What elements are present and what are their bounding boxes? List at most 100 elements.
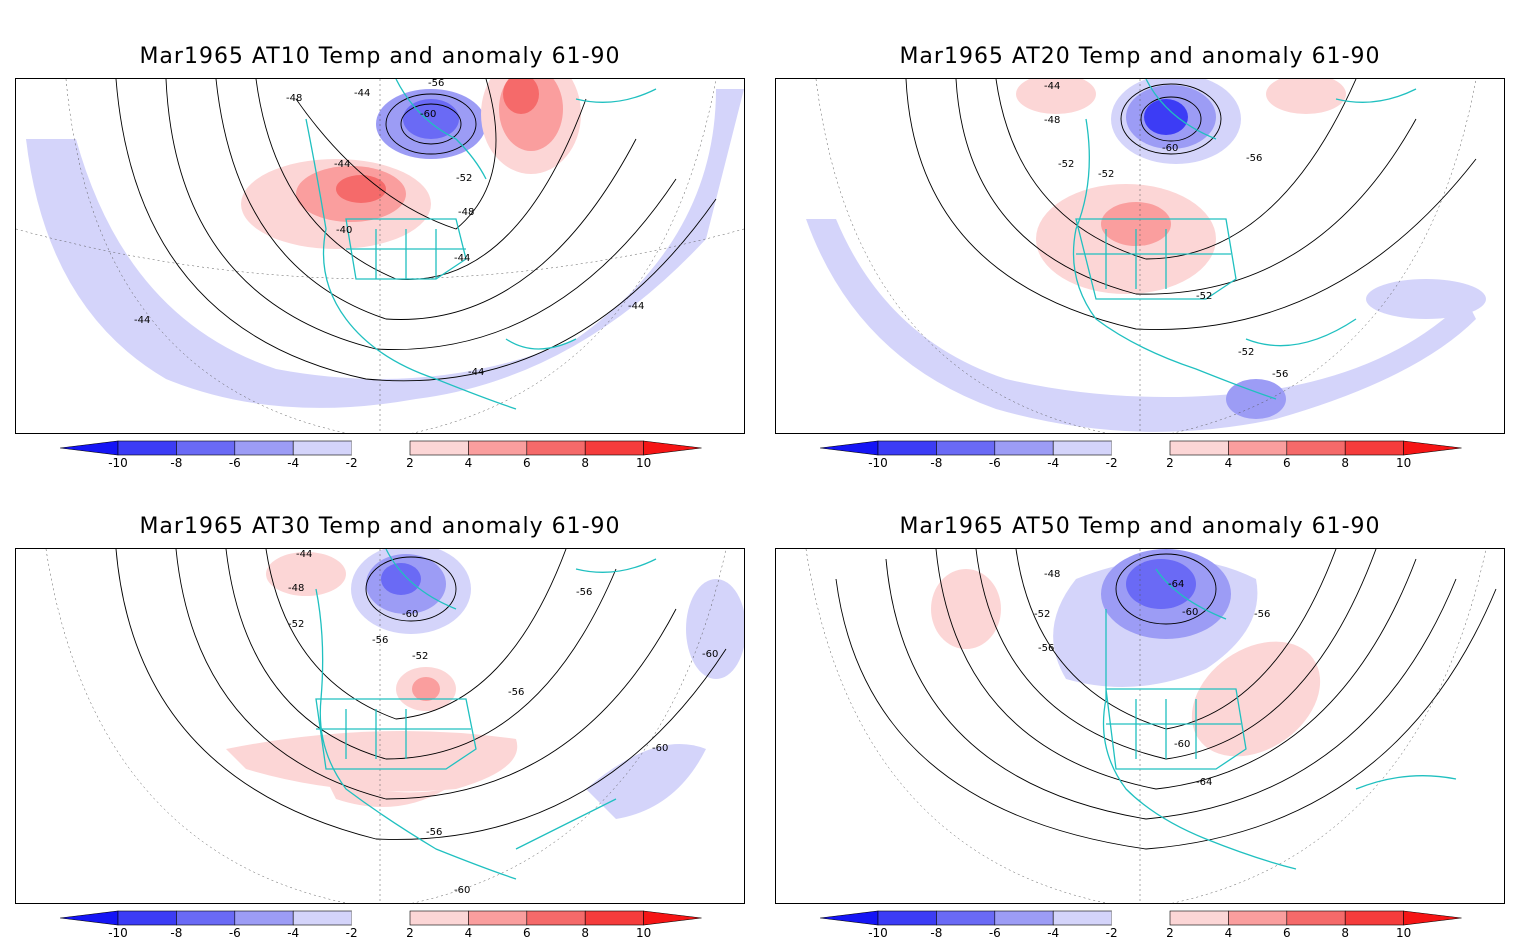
colorbar-segment xyxy=(936,910,996,926)
contour-label: -52 xyxy=(1196,291,1212,302)
colorbar-segment xyxy=(468,440,528,456)
colorbar-segment xyxy=(1344,910,1404,926)
panel-title: Mar1965 AT30 Temp and anomaly 61-90 xyxy=(139,514,621,539)
colorbar-tick-label: 2 xyxy=(406,926,414,940)
contour-label: -64 xyxy=(1168,579,1184,590)
colorbar-tick-label: -4 xyxy=(1047,926,1060,940)
colorbar-segment xyxy=(936,440,996,456)
colorbar-segment xyxy=(117,440,177,456)
anomaly-negative-ring xyxy=(806,219,1476,432)
colorbar-segment xyxy=(234,440,294,456)
colorbar: -10 -8 -6 -4 -2 2 4 6 8 10 xyxy=(819,910,1462,940)
colorbar-segment xyxy=(1344,440,1404,456)
colorbar-tick-label: -6 xyxy=(988,926,1001,940)
contour-label: -64 xyxy=(1196,777,1212,788)
contour-label: -44 xyxy=(134,315,150,326)
contour-label: -52 xyxy=(288,619,304,630)
contour-label: -48 xyxy=(288,583,304,594)
colorbar-tick-label: 2 xyxy=(1166,926,1174,940)
colorbar-arrow-left xyxy=(59,910,119,926)
colorbar-arrow-left xyxy=(819,440,879,456)
contour-label: -52 xyxy=(1034,609,1050,620)
contour-label: -52 xyxy=(1058,159,1074,170)
colorbar-arrow-right xyxy=(643,910,702,926)
contour-label: -44 xyxy=(454,253,470,264)
panel-at30: Mar1965 AT30 Temp and anomaly 61-90 xyxy=(0,470,760,940)
colorbar-segment xyxy=(1228,440,1288,456)
colorbar-segment xyxy=(1286,910,1346,926)
colorbar-segment xyxy=(877,910,937,926)
colorbar-segment xyxy=(1169,910,1229,926)
contour-label: -52 xyxy=(1098,169,1114,180)
colorbar-tick-label: 8 xyxy=(581,456,590,470)
colorbar-segment xyxy=(176,910,236,926)
contour-label: -40 xyxy=(336,225,352,236)
colorbar-tick-label: 6 xyxy=(522,926,531,940)
colorbar-tick-label: -4 xyxy=(287,456,300,470)
colorbar-arrow-right xyxy=(1403,440,1462,456)
colorbar-tick-label: -10 xyxy=(868,456,888,470)
map-area: -44 -48 -60 -52 -56 -52 -52 -52 -56 xyxy=(775,78,1505,434)
contour-label: -52 xyxy=(412,651,428,662)
colorbar-segment xyxy=(584,440,644,456)
colorbar-segment xyxy=(117,910,177,926)
colorbar-tick-label: -2 xyxy=(1105,926,1118,940)
contour-label: -52 xyxy=(1238,347,1254,358)
colorbar-tick-label: 10 xyxy=(1395,456,1412,470)
panel-at10: Mar1965 AT10 Temp and anomaly 61-90 xyxy=(0,0,760,470)
contour-label: -60 xyxy=(402,609,418,620)
colorbar-tick-label: 10 xyxy=(635,456,652,470)
colorbar-tick-label: -6 xyxy=(228,456,241,470)
colorbar-segment xyxy=(468,910,528,926)
colorbar-segment xyxy=(1286,440,1346,456)
colorbar-segment xyxy=(994,910,1054,926)
contour-label: -56 xyxy=(372,635,388,646)
contour-label: -56 xyxy=(1254,609,1270,620)
colorbar-tick-label: -6 xyxy=(228,926,241,940)
colorbar-segment xyxy=(1111,441,1170,455)
colorbar-tick-label: -4 xyxy=(1047,456,1060,470)
colorbar-tick-label: 6 xyxy=(522,456,531,470)
coastline xyxy=(305,79,657,410)
contour-label: -60 xyxy=(702,649,718,660)
coastline xyxy=(315,549,657,880)
colorbar-segment xyxy=(292,910,352,926)
colorbar-tick-label: 4 xyxy=(464,926,473,940)
colorbar-tick-label: 10 xyxy=(635,926,652,940)
colorbar-tick-label: 8 xyxy=(1341,456,1350,470)
contour-label: -44 xyxy=(628,301,644,312)
contour-label: -44 xyxy=(354,88,370,99)
colorbar-tick-label: 2 xyxy=(1166,456,1174,470)
contour-label: -56 xyxy=(1038,643,1054,654)
panel-title: Mar1965 AT20 Temp and anomaly 61-90 xyxy=(899,44,1381,69)
colorbar-segment xyxy=(526,440,586,456)
contour-label: -44 xyxy=(296,549,312,560)
colorbar-tick-label: 4 xyxy=(1224,926,1233,940)
colorbar-segment xyxy=(1052,440,1112,456)
contour-label: -56 xyxy=(426,827,442,838)
colorbar: -10 -8 -6 -4 -2 2 4 6 8 10 xyxy=(59,910,702,940)
colorbar-tick-label: -10 xyxy=(868,926,888,940)
contour-label: -60 xyxy=(420,109,436,120)
contour-label: -56 xyxy=(508,687,524,698)
colorbar-arrow-left xyxy=(819,910,879,926)
panel-title: Mar1965 AT10 Temp and anomaly 61-90 xyxy=(139,44,621,69)
colorbar-tick-label: 6 xyxy=(1282,926,1291,940)
coastline xyxy=(1102,568,1457,870)
anomaly-positive-band xyxy=(226,731,518,792)
colorbar-tick-label: 8 xyxy=(581,926,590,940)
colorbar-tick-label: 10 xyxy=(1395,926,1412,940)
colorbar-tick-label: 2 xyxy=(406,456,414,470)
colorbar-tick-label: -8 xyxy=(930,456,943,470)
contour-label: -56 xyxy=(428,79,444,89)
colorbar-tick-label: -8 xyxy=(170,926,183,940)
contour-label: -44 xyxy=(1044,81,1060,92)
anomaly-positive-west xyxy=(931,569,1001,649)
coastline xyxy=(1072,79,1417,400)
contour-label: -48 xyxy=(1044,569,1060,580)
colorbar-segment xyxy=(1111,911,1170,925)
colorbar-segment xyxy=(994,440,1054,456)
contour-label: -44 xyxy=(334,159,350,170)
colorbar-tick-label: -8 xyxy=(930,926,943,940)
colorbar-arrow-right xyxy=(643,440,702,456)
